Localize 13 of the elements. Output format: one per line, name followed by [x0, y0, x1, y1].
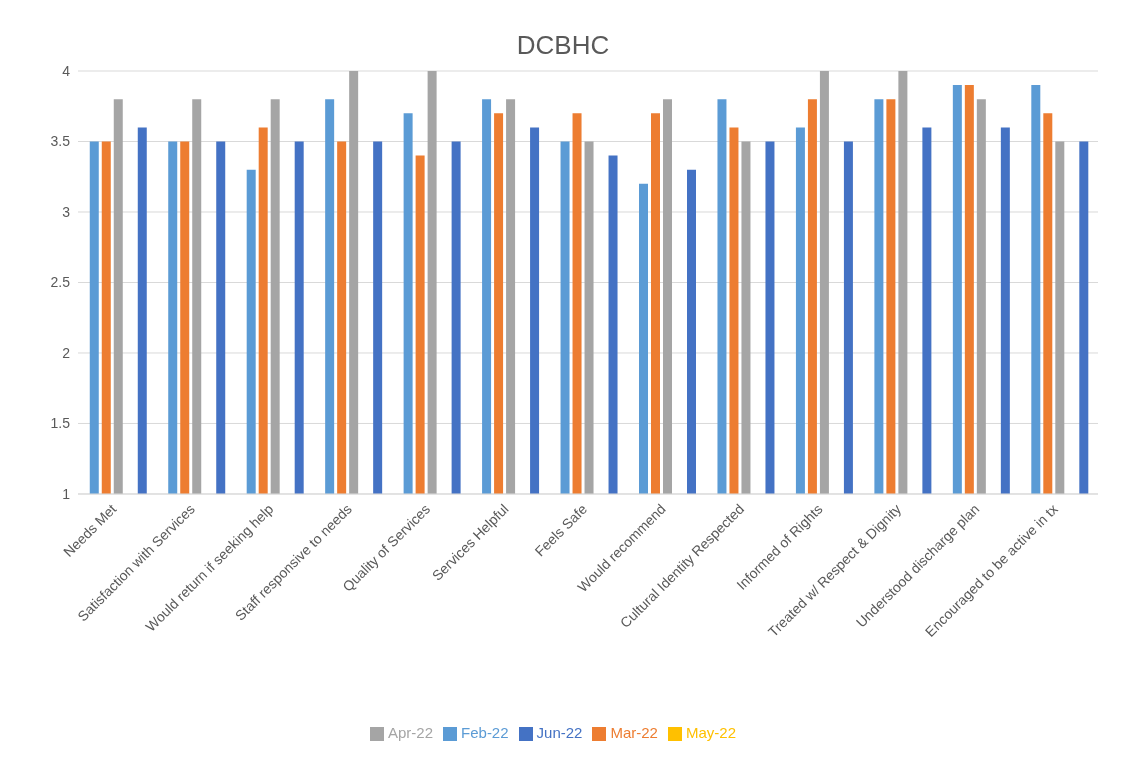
chart-title: DCBHC: [515, 30, 611, 61]
y-tick-label: 2: [62, 344, 71, 361]
y-tick-label: 2.5: [50, 274, 71, 291]
y-tick-label: 4: [62, 62, 71, 79]
legend-label: Jun-22: [536, 723, 583, 741]
y-tick-label: 3: [62, 203, 71, 220]
legend-label: Feb-22: [461, 723, 509, 741]
y-tick-label: 1: [62, 485, 71, 502]
legend-label: Apr-22: [388, 723, 434, 741]
y-tick-label: 3.5: [50, 133, 71, 150]
y-tick-label: 1.5: [50, 415, 71, 432]
legend-label: Mar-22: [610, 723, 658, 741]
legend-label: May-22: [685, 723, 736, 741]
